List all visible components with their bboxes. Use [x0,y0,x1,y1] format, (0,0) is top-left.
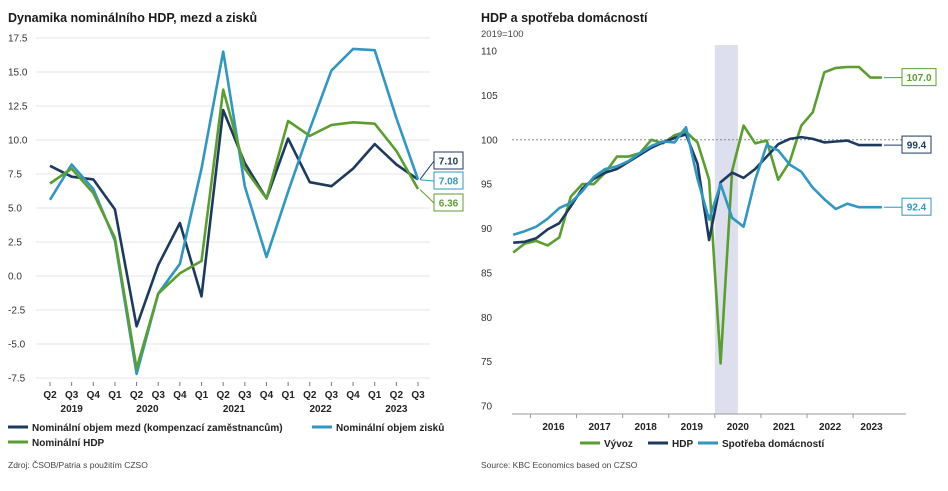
left-y-tick-label: 0.0 [8,272,22,283]
left-callout-leader [419,189,435,204]
right-y-tick-label: 90 [481,224,493,235]
left-series-line-2 [49,88,420,370]
left-callout-leader [419,179,435,182]
right-callout-box [901,68,937,87]
left-x-tick-label: Q4 [346,390,360,401]
left-gridlines [36,37,430,379]
right-year-label: 2016 [542,422,565,433]
left-year-label: 2019 [61,404,84,415]
right-y-tick-label: 105 [481,91,498,102]
right-chart: HDP a spotřeba domácností 2019=100 110 10… [481,11,937,470]
right-callouts: 107.0 99.4 92.4 [883,68,937,216]
left-chart: Dynamika nominálního HDP, mezd a zisků 1… [8,11,464,470]
right-y-tick-label: 70 [481,402,493,413]
left-series [48,47,420,376]
right-callout-label: 92.4 [907,203,927,214]
right-chart-title: HDP a spotřeba domácností [481,11,648,25]
left-callout-label: 7.10 [439,157,459,168]
right-y-tick-label: 75 [481,357,493,368]
legend-label-hdp: HDP [672,439,693,450]
left-x-tick-label: Q3 [411,390,425,401]
right-y-tick-label: 85 [481,268,493,279]
left-callout-box [433,193,464,212]
left-year-label: 2022 [309,404,332,415]
left-series-line-0 [49,108,419,328]
left-year-label: 2023 [385,404,408,415]
left-y-tick-label: 7.5 [8,170,22,181]
right-year-label: 2018 [635,422,658,433]
right-year-label: 2022 [819,422,842,433]
left-x-tick-label: Q2 [43,390,57,401]
left-x-tick-label: Q2 [130,390,144,401]
left-y-tick-label: 5.0 [8,204,22,215]
right-source: Source: KBC Economics based on CZSO [481,460,638,470]
legend-label-profits: Nominální objem zisků [336,422,444,434]
legend-label-gdp: Nominální HDP [32,438,105,449]
left-callout-label: 7.08 [439,177,459,188]
left-callouts: 7.10 7.08 6.36 [419,151,464,212]
legend-label-wages: Nominální objem mezd (kompenzací zaměstn… [32,422,283,434]
left-x-tick-label: Q3 [152,390,166,401]
left-x-tick-label: Q1 [281,390,295,401]
right-year-label: 2017 [588,422,611,433]
right-shaded-period [714,45,738,414]
right-series-line-1 [513,133,882,244]
right-callout-box [901,197,932,216]
right-y-tick-label: 100 [481,135,498,146]
left-y-tick-label: -5.0 [8,340,26,351]
right-y-tick-label: 110 [481,47,497,58]
left-x-tick-label: Q3 [325,390,339,401]
left-year-label: 2021 [223,404,246,415]
left-x-tick-label: Q4 [260,390,274,401]
left-x-tick-label: Q3 [65,390,79,401]
left-x-tick-label: Q3 [238,390,252,401]
right-y-tick-label: 95 [481,180,493,191]
left-source: Zdroj: ČSOB/Patria s použitím CZSO [8,460,148,470]
left-x-tick-label: Q2 [303,390,317,401]
covid-shaded-band [714,45,738,414]
right-callout-label: 99.4 [907,141,927,152]
right-series [512,65,882,365]
right-y-tick-label: 80 [481,313,493,324]
left-y-tick-label: -7.5 [8,374,26,385]
left-y-tick-label: -2.5 [8,306,26,317]
left-x-axis: Q2 Q3 Q4 Q1 Q2 Q3 Q4 Q1 Q2 Q3 Q4 Q1 Q2 Q3 Q4 Q1 Q2 Q3 2019… [43,382,425,415]
left-x-tick-label: Q4 [173,390,187,401]
left-y-axis: 17.5 15.0 12.5 10.0 7.5 5.0 2.5 0.0 -2.5 -5.0 -7.5 [8,34,28,385]
left-callout-leader [419,160,435,180]
right-x-axis: 2016 2017 2018 2019 2020 2021 2022 2023 [512,413,906,433]
left-x-tick-label: Q1 [108,390,122,401]
right-series-line-0 [512,65,882,365]
left-y-tick-label: 15.0 [8,68,28,79]
left-callout-box [433,151,464,170]
left-x-tick-label: Q1 [195,390,209,401]
legend-label-consumption: Spotřeba domácností [722,439,825,450]
right-year-label: 2019 [681,422,704,433]
left-x-tick-label: Q2 [390,390,404,401]
left-callout-box [433,171,464,190]
right-year-label: 2020 [727,422,750,433]
right-y-axis: 110 105 100 95 90 85 80 75 70 [481,47,498,413]
left-callout-label: 6.36 [439,199,459,210]
left-chart-title: Dynamika nominálního HDP, mezd a zisků [8,11,257,25]
left-legend: Nominální objem mezd (kompenzací zaměstn… [8,422,444,449]
left-series-line-1 [48,47,420,376]
right-chart-subtitle: 2019=100 [481,29,524,40]
legend-label-export: Vývoz [604,439,633,450]
right-callout-label: 107.0 [906,73,931,84]
left-y-tick-label: 10.0 [8,136,28,147]
right-year-label: 2023 [860,422,883,433]
left-y-tick-label: 12.5 [8,102,28,113]
left-year-label: 2020 [136,404,159,415]
left-x-tick-label: Q1 [368,390,382,401]
left-x-tick-label: Q4 [87,390,101,401]
left-x-tick-label: Q2 [217,390,231,401]
right-legend: Vývoz HDP Spotřeba domácností [580,439,825,450]
right-callout-box [901,135,932,154]
left-y-tick-label: 17.5 [8,34,28,45]
right-year-label: 2021 [773,422,796,433]
right-series-line-2 [512,126,882,236]
left-y-tick-label: 2.5 [8,238,22,249]
